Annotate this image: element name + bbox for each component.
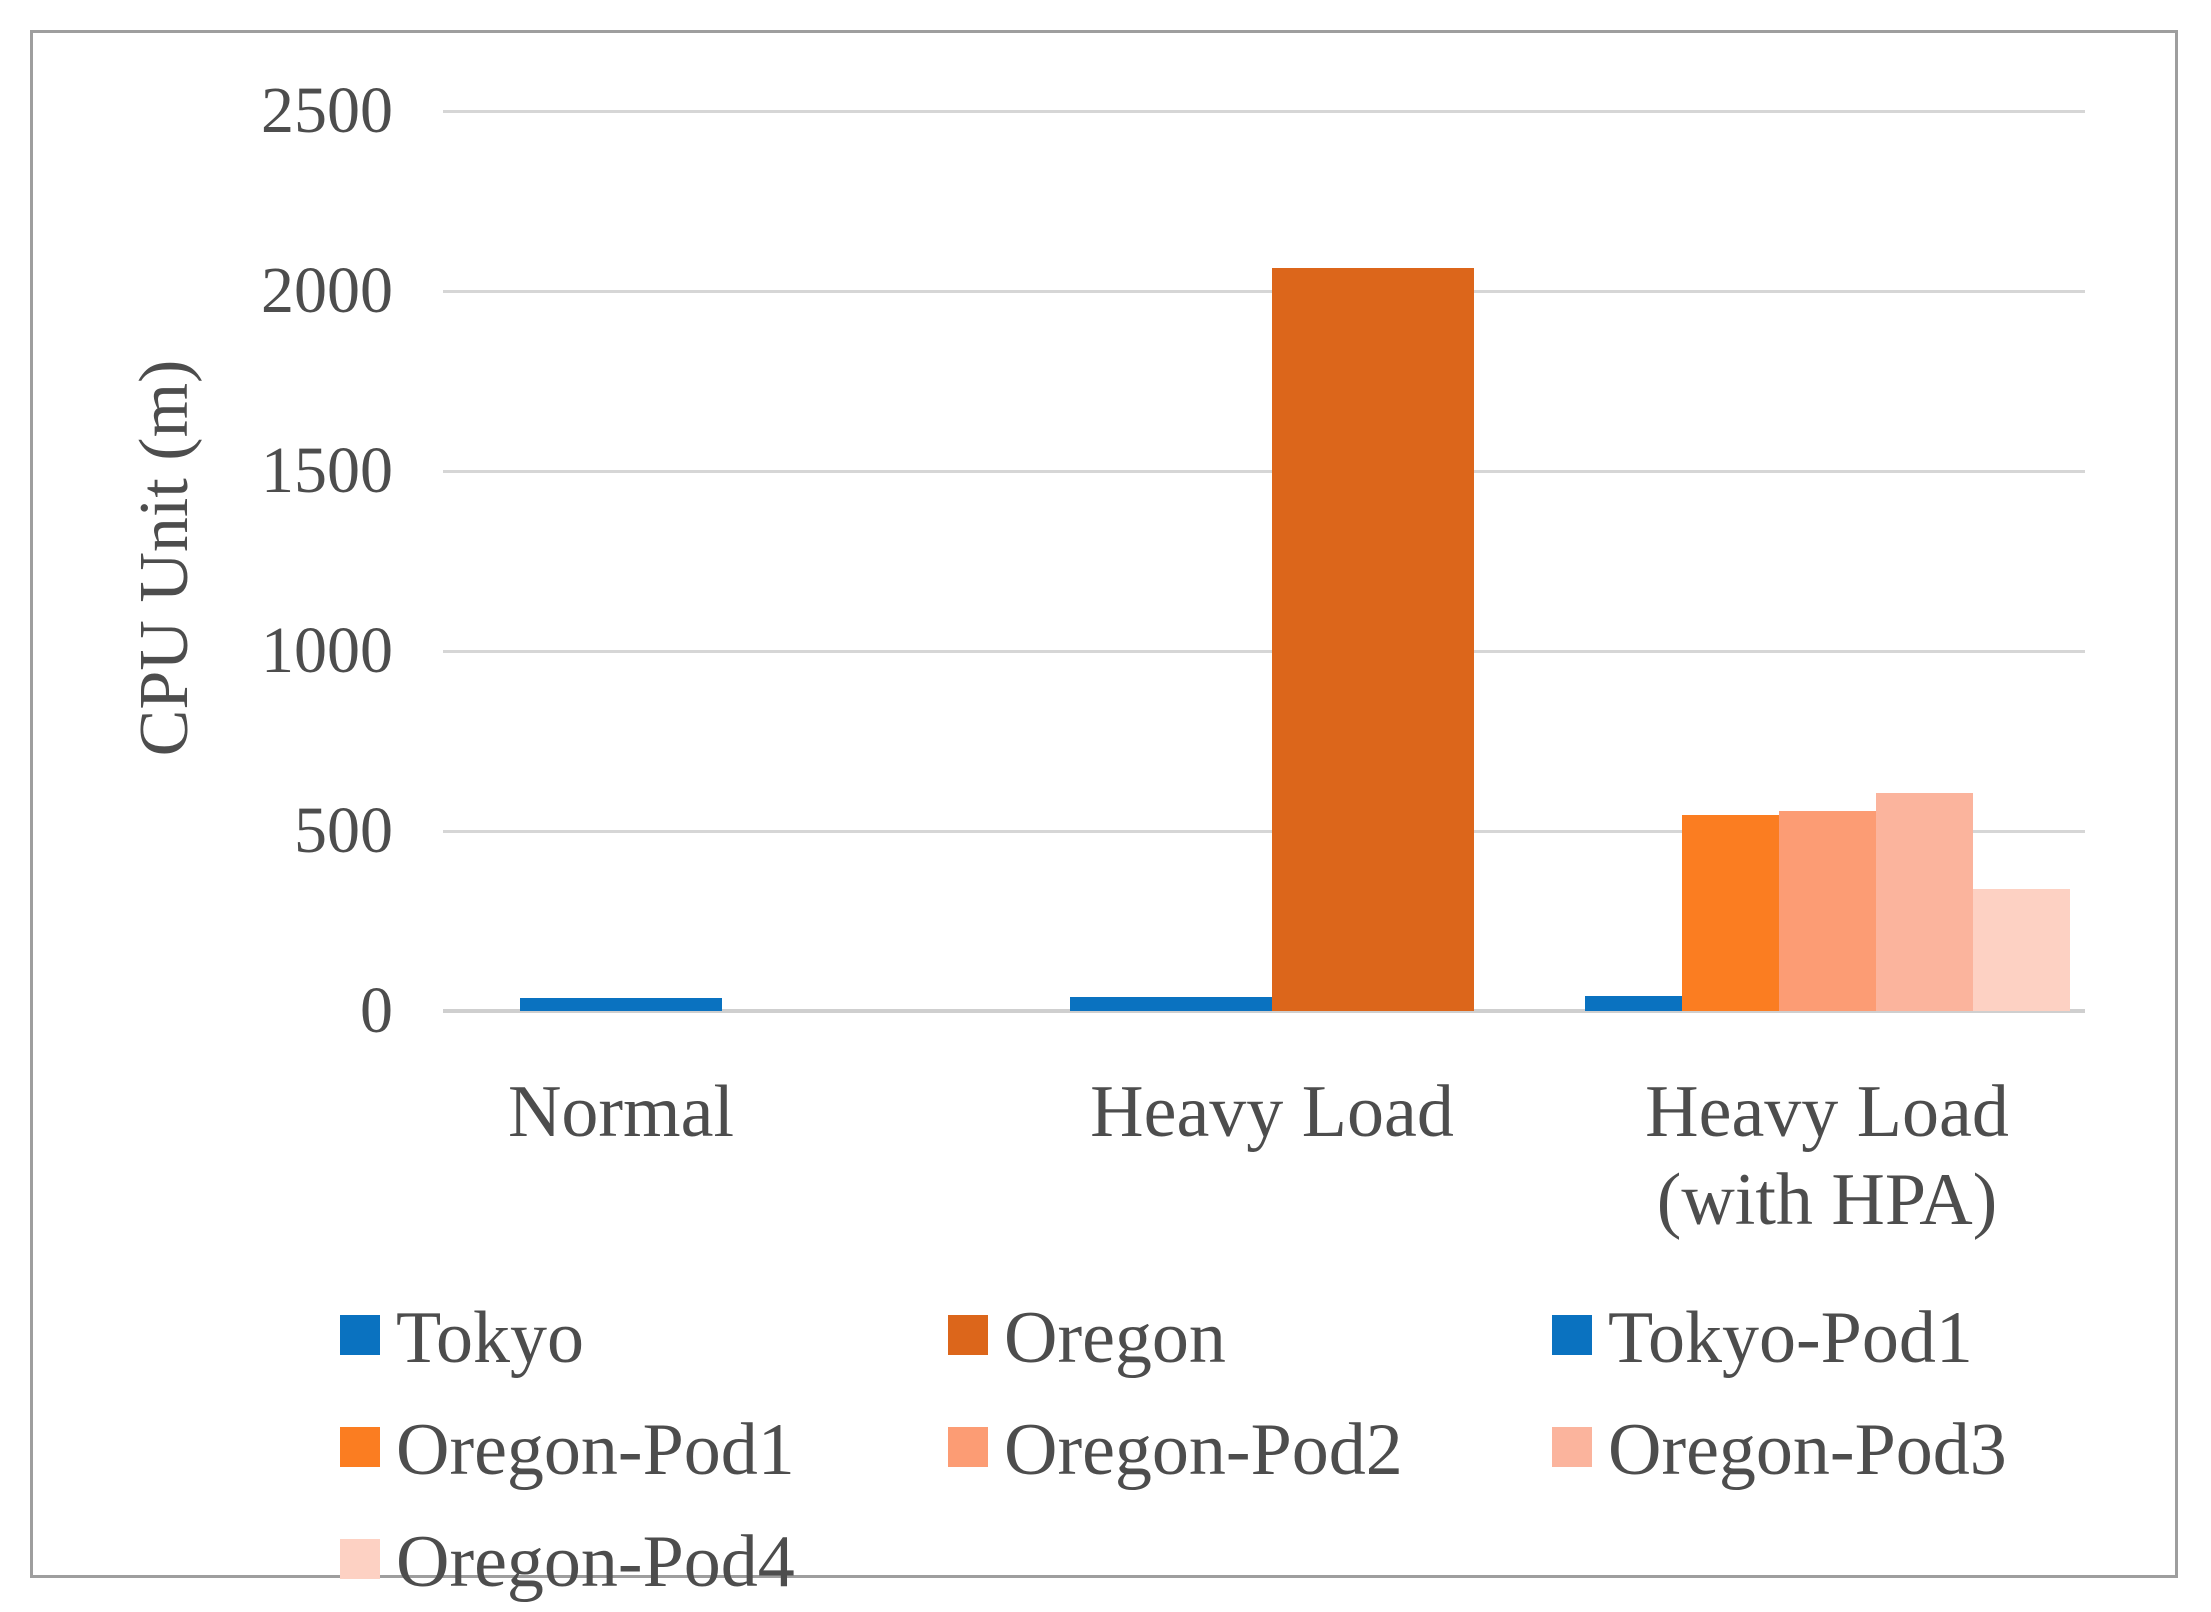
y-tick-label-1500: 1500 xyxy=(261,434,393,507)
category-label-normal: Normal xyxy=(507,1071,735,1153)
legend-swatch-oregon-pod3 xyxy=(1552,1427,1592,1467)
bar-oregon-heavy-load xyxy=(1272,268,1474,1011)
y-tick-label-0: 0 xyxy=(360,974,393,1047)
gridline-2000 xyxy=(443,289,2085,293)
legend-item-oregon-pod1: Oregon-Pod1 xyxy=(340,1407,795,1493)
gridline-0 xyxy=(443,1009,2085,1013)
bar-oregon-pod2-heavy-load-with-hpa xyxy=(1779,811,1876,1011)
y-tick-label-500: 500 xyxy=(294,794,393,867)
bar-oregon-pod4-heavy-load-with-hpa xyxy=(1973,889,2070,1011)
legend-label-oregon-pod4: Oregon-Pod4 xyxy=(396,1521,795,1603)
gridline-2500 xyxy=(443,109,2085,113)
legend-label-oregon: Oregon xyxy=(1004,1297,1226,1379)
legend-item-tokyo-pod1: Tokyo-Pod1 xyxy=(1552,1295,1973,1381)
legend-swatch-tokyo-pod1 xyxy=(1552,1315,1592,1355)
y-axis-title: CPU Unit (m) xyxy=(126,359,203,757)
legend-label-tokyo: Tokyo xyxy=(396,1297,585,1379)
legend-swatch-oregon-pod2 xyxy=(948,1427,988,1467)
legend-item-oregon-pod2: Oregon-Pod2 xyxy=(948,1407,1403,1493)
figure-border xyxy=(30,30,2178,1578)
y-tick-label-2000: 2000 xyxy=(261,254,393,327)
legend-item-tokyo: Tokyo xyxy=(340,1295,584,1381)
bar-tokyo-heavy-load xyxy=(1070,997,1272,1011)
legend-item-oregon-pod4: Oregon-Pod4 xyxy=(340,1519,795,1605)
gridline-500 xyxy=(443,829,2085,833)
category-label-heavy-load: Heavy Load xyxy=(1090,1071,1454,1153)
legend-item-oregon-pod3: Oregon-Pod3 xyxy=(1552,1407,2007,1493)
legend-label-oregon-pod2: Oregon-Pod2 xyxy=(1004,1409,1403,1491)
category-label-heavy-load-with-hpa: Heavy Load (with HPA) xyxy=(1645,1071,2009,1241)
y-tick-label-2500: 2500 xyxy=(261,74,393,147)
bar-oregon-pod3-heavy-load-with-hpa xyxy=(1876,793,1973,1011)
legend-label-oregon-pod1: Oregon-Pod1 xyxy=(396,1409,795,1491)
legend-label-tokyo-pod1: Tokyo-Pod1 xyxy=(1608,1297,1973,1379)
legend-item-oregon: Oregon xyxy=(948,1295,1226,1381)
legend-swatch-oregon-pod1 xyxy=(340,1427,380,1467)
legend-swatch-oregon xyxy=(948,1315,988,1355)
y-tick-label-1000: 1000 xyxy=(261,614,393,687)
gridline-1000 xyxy=(443,649,2085,653)
legend-swatch-oregon-pod4 xyxy=(340,1539,380,1579)
legend-label-oregon-pod3: Oregon-Pod3 xyxy=(1608,1409,2007,1491)
gridline-1500 xyxy=(443,469,2085,473)
bar-tokyo-normal xyxy=(520,998,722,1011)
bar-tokyo-pod1-heavy-load-with-hpa xyxy=(1585,996,1682,1011)
legend-swatch-tokyo xyxy=(340,1315,380,1355)
bar-oregon-pod1-heavy-load-with-hpa xyxy=(1682,815,1779,1011)
